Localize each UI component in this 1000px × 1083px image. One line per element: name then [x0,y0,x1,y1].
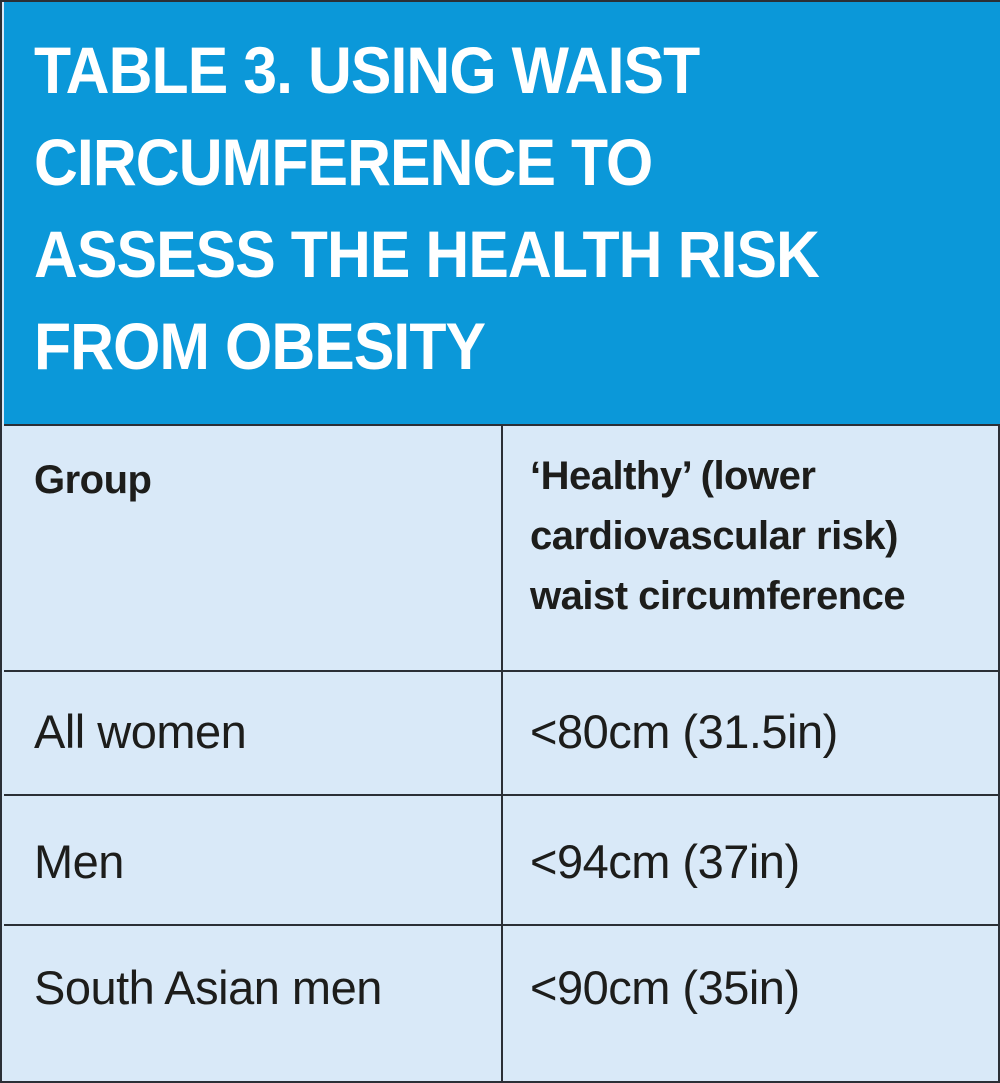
table-title: TABLE 3. USING WAIST CIRCUMFERENCE TO AS… [34,33,820,383]
cell-group: South Asian men [34,961,382,1014]
waist-circumference-table: Group ‘Healthy’ (lower cardiovascular ri… [4,426,1000,1083]
table-row: South Asian men <90cm (35in) [4,926,1000,1083]
cell-group: Men [34,835,124,888]
cell-waist-value: <90cm (35in) [530,961,800,1014]
table-row: All women <80cm (31.5in) [4,672,1000,796]
header-row: Group ‘Healthy’ (lower cardiovascular ri… [4,426,1000,672]
header-group: Group [34,458,152,502]
header-healthy-waist: ‘Healthy’ (lower cardiovascular risk) wa… [530,454,906,618]
cell-waist-value: <80cm (31.5in) [530,705,838,758]
title-banner: TABLE 3. USING WAIST CIRCUMFERENCE TO AS… [4,2,1000,426]
cell-group: All women [34,705,247,758]
column-divider [501,426,503,1083]
table-row: Men <94cm (37in) [4,796,1000,926]
cell-waist-value: <94cm (37in) [530,835,800,888]
